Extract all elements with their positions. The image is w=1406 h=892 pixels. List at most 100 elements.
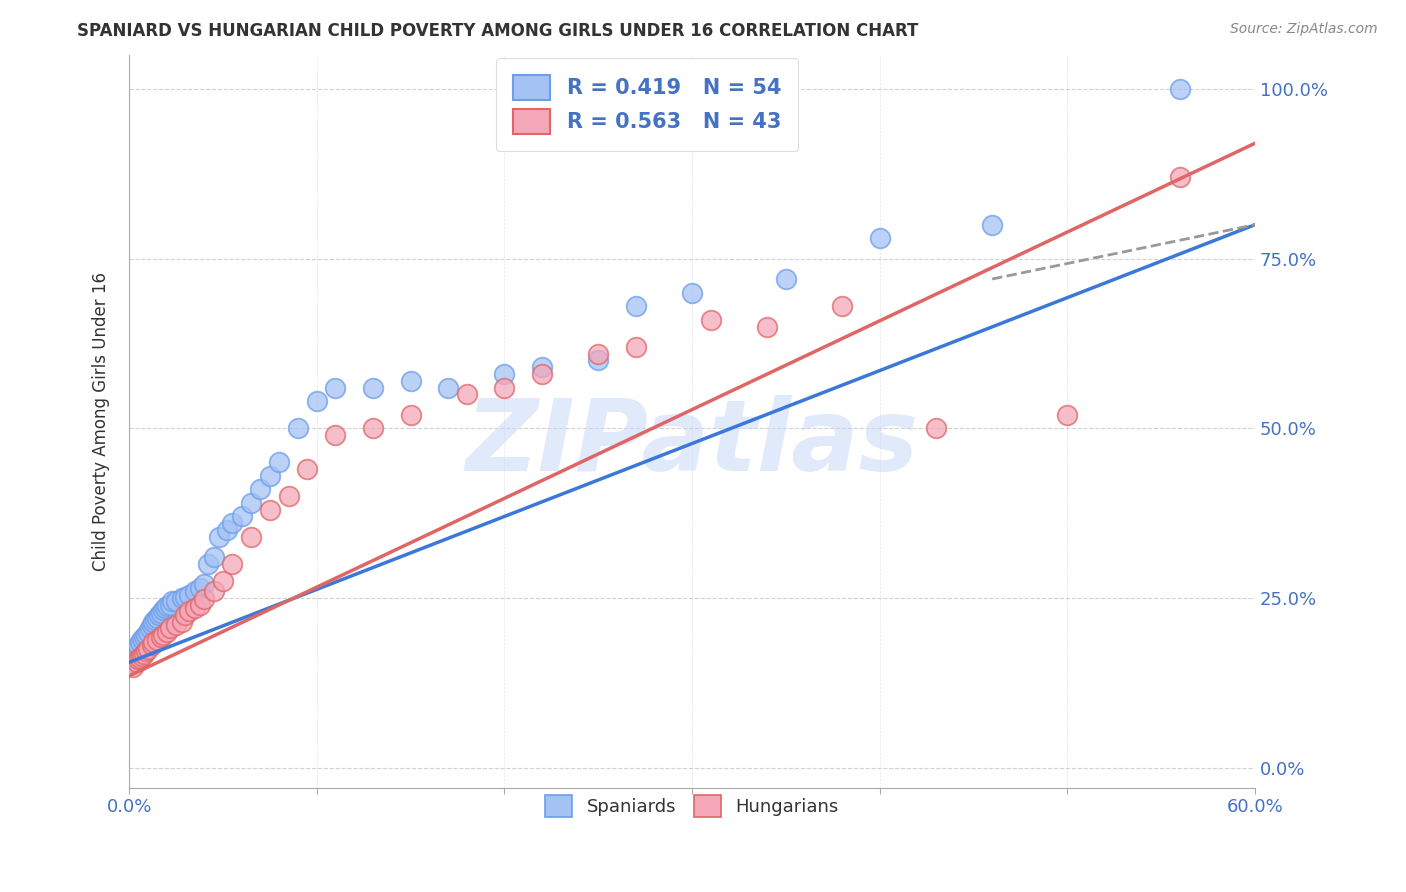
- Point: [202, 584, 225, 599]
- Point: [494, 381, 516, 395]
- Point: [202, 550, 225, 565]
- Point: [148, 607, 170, 622]
- Point: [700, 312, 723, 326]
- Point: [174, 590, 197, 604]
- Point: [152, 603, 174, 617]
- Point: [586, 353, 609, 368]
- Point: [170, 591, 193, 605]
- Point: [132, 630, 155, 644]
- Point: [141, 618, 163, 632]
- Point: [121, 656, 143, 670]
- Text: Source: ZipAtlas.com: Source: ZipAtlas.com: [1230, 22, 1378, 37]
- Point: [127, 641, 149, 656]
- Point: [624, 340, 647, 354]
- Point: [143, 613, 166, 627]
- Y-axis label: Child Poverty Among Girls Under 16: Child Poverty Among Girls Under 16: [93, 272, 110, 571]
- Point: [240, 496, 263, 510]
- Point: [240, 530, 263, 544]
- Text: ZIPatlas: ZIPatlas: [465, 395, 918, 492]
- Point: [456, 387, 478, 401]
- Point: [127, 652, 149, 666]
- Point: [170, 615, 193, 629]
- Point: [221, 516, 243, 531]
- Point: [259, 502, 281, 516]
- Point: [141, 639, 163, 653]
- Point: [125, 645, 148, 659]
- Point: [869, 231, 891, 245]
- Point: [1168, 82, 1191, 96]
- Point: [142, 635, 165, 649]
- Point: [184, 584, 207, 599]
- Point: [121, 660, 143, 674]
- Point: [193, 577, 215, 591]
- Point: [775, 272, 797, 286]
- Point: [138, 622, 160, 636]
- Point: [325, 381, 347, 395]
- Point: [249, 483, 271, 497]
- Point: [756, 319, 779, 334]
- Point: [831, 299, 853, 313]
- Point: [132, 647, 155, 661]
- Point: [146, 632, 169, 647]
- Point: [136, 641, 159, 656]
- Point: [530, 367, 553, 381]
- Point: [131, 648, 153, 663]
- Point: [208, 530, 231, 544]
- Point: [586, 346, 609, 360]
- Point: [325, 428, 347, 442]
- Point: [159, 622, 181, 636]
- Point: [215, 523, 238, 537]
- Point: [221, 557, 243, 571]
- Point: [624, 299, 647, 313]
- Point: [184, 601, 207, 615]
- Point: [437, 381, 460, 395]
- Point: [155, 624, 177, 639]
- Point: [149, 630, 172, 644]
- Point: [212, 574, 235, 588]
- Point: [277, 489, 299, 503]
- Point: [165, 594, 187, 608]
- Point: [146, 611, 169, 625]
- Point: [259, 468, 281, 483]
- Point: [399, 408, 422, 422]
- Point: [155, 599, 177, 613]
- Point: [152, 628, 174, 642]
- Point: [179, 587, 201, 601]
- Point: [174, 607, 197, 622]
- Point: [1168, 170, 1191, 185]
- Point: [124, 648, 146, 663]
- Point: [530, 360, 553, 375]
- Legend: Spaniards, Hungarians: Spaniards, Hungarians: [536, 787, 848, 827]
- Point: [153, 601, 176, 615]
- Point: [361, 381, 384, 395]
- Point: [127, 639, 149, 653]
- Point: [925, 421, 948, 435]
- Text: SPANIARD VS HUNGARIAN CHILD POVERTY AMONG GIRLS UNDER 16 CORRELATION CHART: SPANIARD VS HUNGARIAN CHILD POVERTY AMON…: [77, 22, 918, 40]
- Point: [135, 644, 157, 658]
- Point: [142, 615, 165, 629]
- Point: [399, 374, 422, 388]
- Point: [129, 635, 152, 649]
- Point: [494, 367, 516, 381]
- Point: [197, 557, 219, 571]
- Point: [193, 592, 215, 607]
- Point: [162, 594, 184, 608]
- Point: [179, 605, 201, 619]
- Point: [135, 628, 157, 642]
- Point: [125, 656, 148, 670]
- Point: [149, 606, 172, 620]
- Point: [297, 462, 319, 476]
- Point: [165, 618, 187, 632]
- Point: [131, 632, 153, 646]
- Point: [305, 394, 328, 409]
- Point: [190, 598, 212, 612]
- Point: [1056, 408, 1078, 422]
- Point: [136, 624, 159, 639]
- Point: [981, 218, 1004, 232]
- Point: [681, 285, 703, 300]
- Point: [287, 421, 309, 435]
- Point: [269, 455, 291, 469]
- Point: [231, 509, 253, 524]
- Point: [159, 598, 181, 612]
- Point: [361, 421, 384, 435]
